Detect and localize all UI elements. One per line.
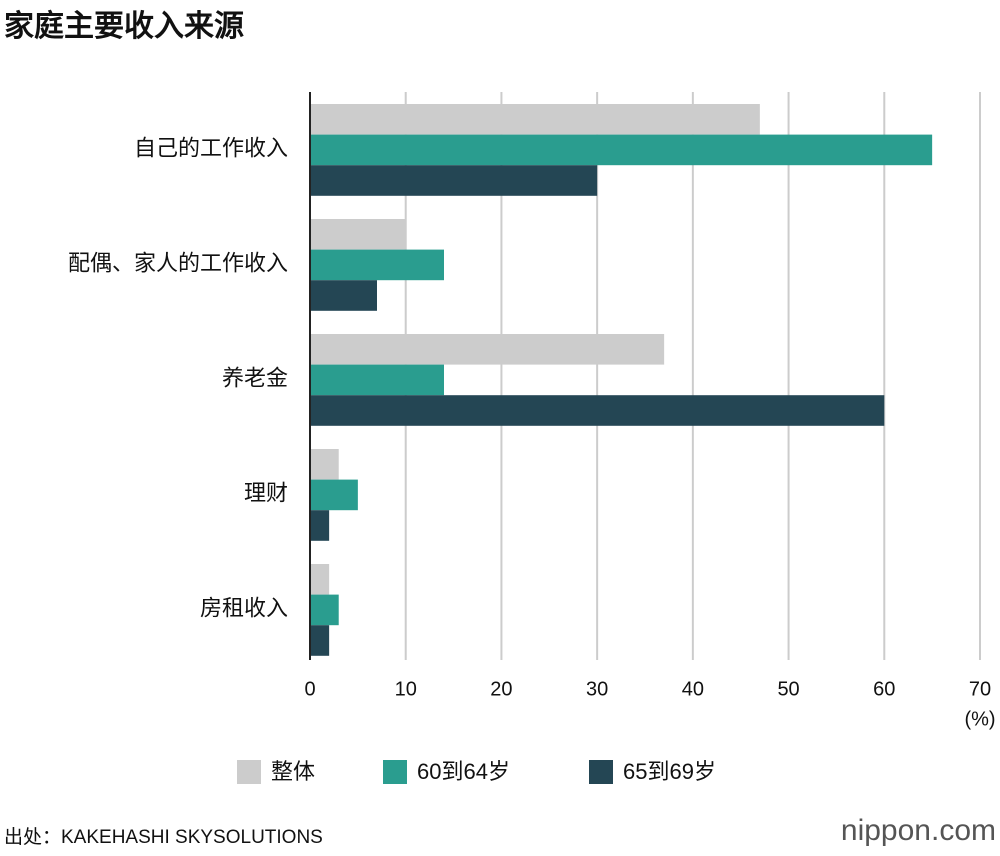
bar (310, 134, 933, 166)
x-tick-label: 50 (777, 678, 799, 700)
x-tick-label: 60 (873, 678, 895, 700)
bar (310, 479, 358, 511)
x-tick-label: 20 (490, 678, 512, 700)
bar (310, 165, 598, 196)
x-unit: (%) (964, 708, 995, 730)
y-tick-label: 配偶、家人的工作收入 (68, 251, 288, 276)
chart-title: 家庭主要收入来源 (4, 9, 244, 43)
legend-label: 65到69岁 (623, 759, 716, 784)
bar (310, 395, 885, 426)
bar (310, 334, 665, 365)
x-tick-label: 0 (304, 678, 315, 700)
y-tick-label: 理财 (244, 481, 288, 506)
y-tick-label: 自己的工作收入 (134, 136, 288, 161)
legend-swatch (237, 760, 261, 784)
y-tick-label: 房租收入 (200, 596, 288, 621)
bar (310, 249, 444, 281)
x-tick-label: 70 (969, 678, 991, 700)
x-tick-label: 10 (395, 678, 417, 700)
legend-label: 60到64岁 (417, 759, 510, 784)
bar (310, 219, 406, 250)
bar (310, 594, 339, 626)
bar (310, 510, 330, 541)
bar (310, 104, 760, 135)
bar (310, 449, 339, 480)
source: 出处：KAKEHASHI SKYSOLUTIONS (4, 826, 323, 848)
y-tick-label: 养老金 (222, 366, 288, 391)
x-tick-label: 40 (682, 678, 704, 700)
brand: nippon.com (841, 814, 996, 847)
legend-swatch (589, 760, 613, 784)
x-tick-label: 30 (586, 678, 608, 700)
legend-swatch (383, 760, 407, 784)
legend-label: 整体 (271, 759, 315, 784)
bar (310, 625, 330, 656)
bar (310, 280, 377, 311)
bar (310, 364, 444, 396)
bar (310, 564, 330, 595)
